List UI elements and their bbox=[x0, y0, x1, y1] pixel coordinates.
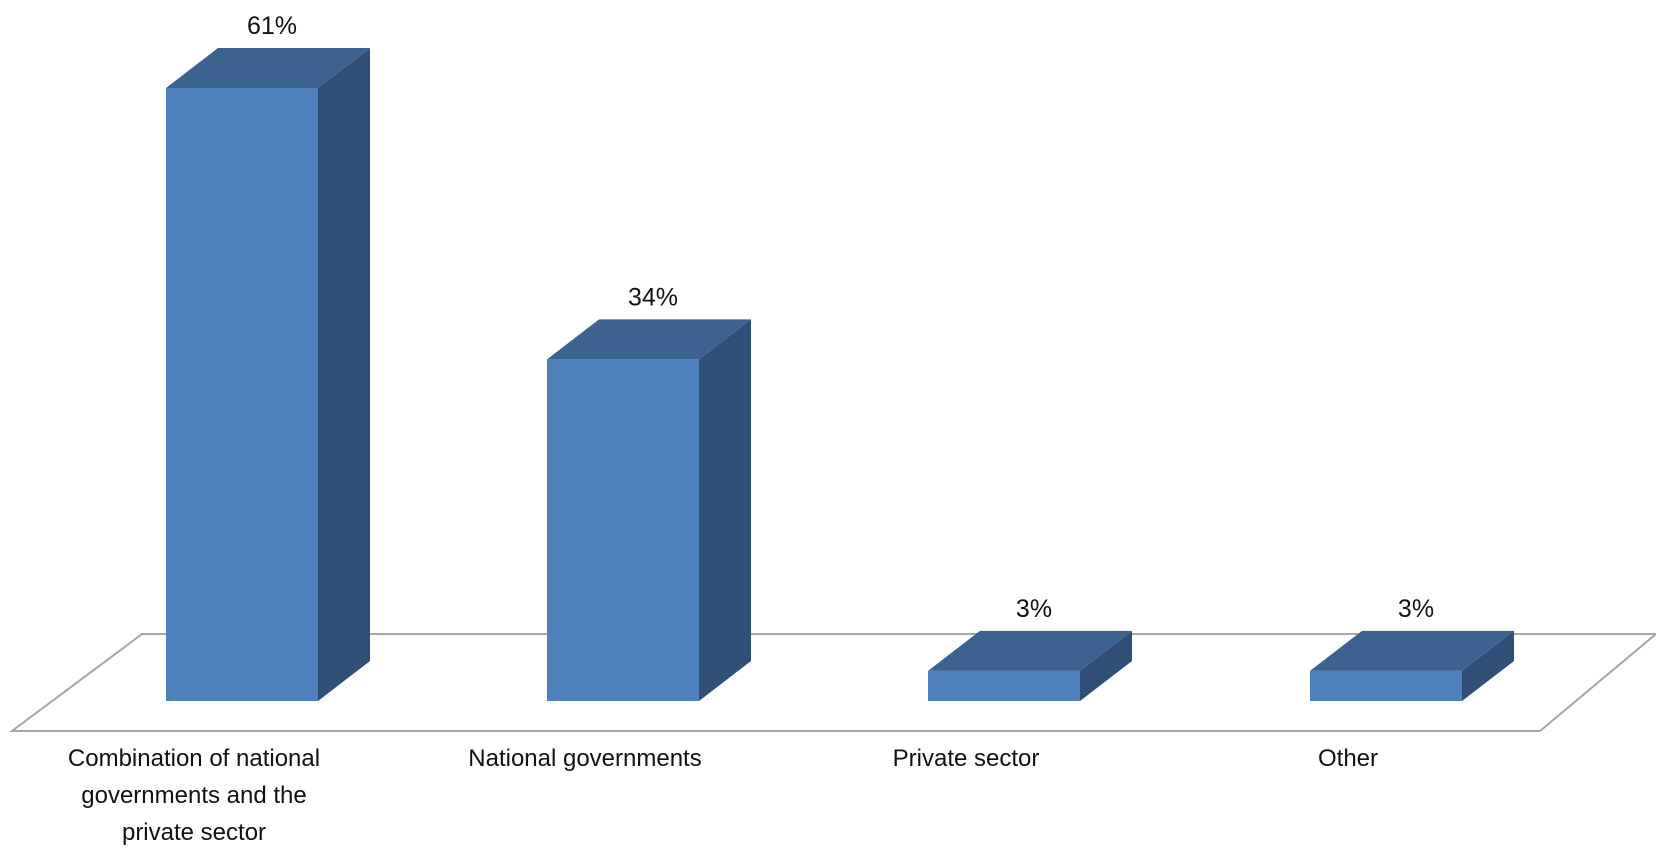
bar-4 bbox=[1310, 630, 1514, 701]
category-label: private sector bbox=[122, 819, 266, 846]
bar-front-face bbox=[1310, 670, 1462, 701]
category-label: Other bbox=[1318, 745, 1378, 772]
bar-3 bbox=[928, 630, 1132, 701]
category-label: National governments bbox=[468, 745, 701, 772]
bar-top-face bbox=[547, 319, 751, 360]
bar-top-face bbox=[928, 630, 1132, 671]
category-label: governments and the bbox=[81, 782, 306, 809]
bar-side-face bbox=[1462, 630, 1514, 701]
data-label: 3% bbox=[1016, 595, 1052, 623]
chart-floor bbox=[8, 633, 1656, 732]
bar-front-face bbox=[547, 359, 699, 701]
labels-layer: 61% Combination of national governments an… bbox=[68, 12, 1434, 846]
bar-top-face bbox=[1310, 630, 1514, 671]
bar-side-face bbox=[318, 48, 370, 701]
bar-side-face bbox=[699, 319, 751, 701]
data-label: 3% bbox=[1398, 595, 1434, 623]
bar-front-face bbox=[928, 670, 1080, 701]
bar-1 bbox=[166, 48, 370, 701]
bar-2 bbox=[547, 319, 751, 701]
bar-top-face bbox=[166, 48, 370, 88]
bar-side-face bbox=[1080, 630, 1132, 701]
data-label: 61% bbox=[247, 12, 297, 40]
data-label: 34% bbox=[628, 283, 678, 311]
category-label: Combination of national bbox=[68, 745, 320, 772]
category-label: Private sector bbox=[893, 745, 1040, 772]
bar-front-face bbox=[166, 88, 318, 701]
bars-layer bbox=[166, 48, 1514, 701]
